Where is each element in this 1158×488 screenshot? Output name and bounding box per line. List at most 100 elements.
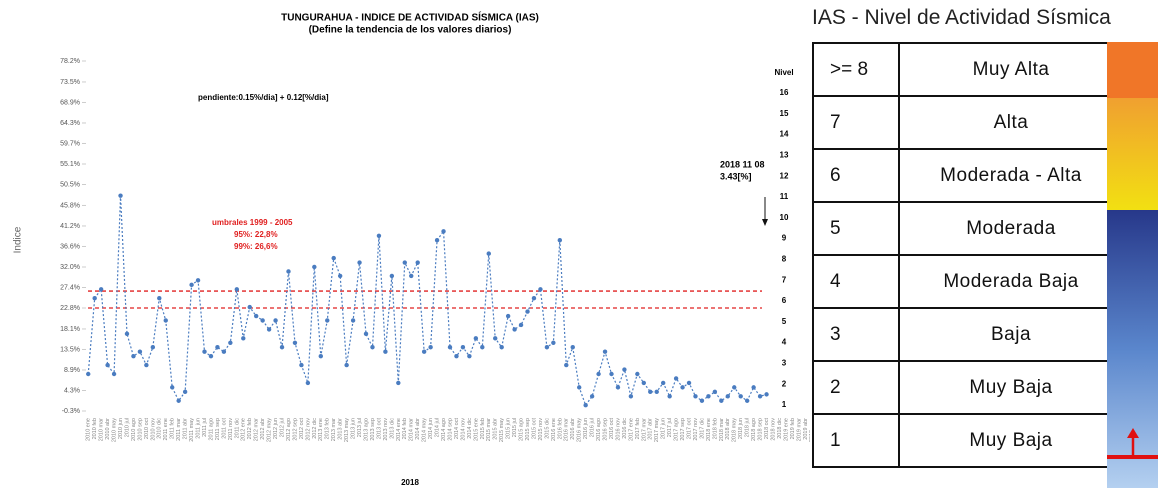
table-row: 2 Muy Baja: [812, 360, 1124, 415]
x-tick-label: 2016 jun: [583, 418, 589, 439]
data-point: [428, 345, 433, 350]
data-point: [286, 269, 291, 274]
data-point: [421, 349, 427, 354]
data-point: [208, 353, 214, 359]
x-tick-label: 2016 ago: [596, 418, 602, 441]
x-tick-label: 2017 oct: [686, 418, 692, 440]
data-point: [757, 394, 763, 399]
data-point: [331, 255, 336, 261]
y2-tick-label: 12: [780, 171, 789, 180]
x-tick-label: 2011 oct: [221, 418, 227, 439]
table-row: >= 8 Muy Alta: [812, 42, 1124, 97]
x-tick-label: 2010 mar: [99, 418, 105, 441]
data-point: [518, 322, 524, 328]
data-point: [344, 362, 349, 368]
x-tick-label: 2012 oct: [299, 418, 305, 440]
x-tick-label: 2014 jul: [435, 418, 441, 437]
y-tick-label: 59.7%: [60, 140, 80, 147]
data-point: [693, 394, 698, 399]
data-point: [744, 398, 750, 403]
level: 4: [812, 254, 900, 309]
x-tick-label: 2015 mar: [486, 418, 492, 441]
data-point: [279, 345, 285, 350]
data-point: [247, 304, 252, 310]
y-tick-label: 45.8%: [60, 202, 80, 209]
level: 1: [812, 413, 900, 468]
level-table: >= 8 Muy Alta 7 Alta 6 Moderada - Alta 5 Mod…: [812, 42, 1124, 468]
x-tick-label: 2017 ago: [674, 418, 680, 441]
data-point: [441, 229, 446, 234]
x-tick-label: 2016 jul: [590, 418, 596, 437]
y-tick-label: -0.3%: [62, 408, 80, 415]
y-tick-label: 32.0%: [60, 264, 80, 271]
x-tick-label: 2011 ago: [208, 418, 214, 441]
level: 6: [812, 148, 900, 203]
table-row: 1 Muy Baja: [812, 413, 1124, 468]
last-value: 3.43[%]: [720, 171, 752, 181]
data-point: [228, 340, 233, 345]
x-tick-label: 2018 ago: [751, 418, 757, 441]
x-tick-label: 2013 nov: [383, 418, 389, 441]
threshold-99: 99%: 26,6%: [234, 242, 278, 251]
x-tick-label: 2013 jul: [357, 418, 363, 437]
x-tick-label: 2019 ene: [783, 418, 789, 441]
x-tick-label: 2018 dic: [777, 418, 783, 439]
x-tick-label: 2017 ene: [628, 418, 634, 441]
data-point: [363, 331, 369, 337]
data-point: [583, 403, 588, 408]
x-tick-label: 2012 jul: [279, 418, 285, 437]
table-row: 6 Moderada - Alta: [812, 148, 1124, 203]
data-point: [202, 349, 207, 354]
data-point: [144, 362, 149, 368]
y-tick-label: 73.5%: [60, 79, 80, 86]
data-point: [292, 340, 298, 345]
data-point: [434, 238, 440, 243]
data-point: [719, 398, 724, 403]
level-name: Moderada Baja: [898, 254, 1124, 309]
data-point: [686, 380, 692, 386]
x-tick-label: 2013 abr: [338, 418, 344, 440]
data-point: [557, 238, 563, 243]
data-point: [221, 349, 227, 354]
data-point: [551, 340, 556, 345]
y-tick-label: 27.4%: [60, 284, 80, 291]
y2-tick-label: 10: [780, 213, 789, 222]
x-tick-label: 2018 feb: [712, 418, 718, 439]
x-tick-label: 2012 feb: [247, 418, 253, 439]
table-row: 4 Moderada Baja: [812, 254, 1124, 309]
x-tick-label: 2016 sep: [602, 418, 608, 441]
series-line: [87, 195, 767, 407]
y-axis-label: Indice: [13, 226, 24, 253]
data-point: [531, 295, 537, 301]
data-point: [460, 345, 466, 350]
data-point: [105, 362, 110, 368]
data-point: [486, 251, 491, 256]
x-tick-label: 2010 abr: [105, 418, 111, 440]
data-point: [615, 385, 621, 390]
data-point: [577, 385, 582, 390]
chart: TUNGURAHUA - INDICE DE ACTIVIDAD SÍSMICA…: [13, 11, 810, 487]
data-point: [596, 371, 601, 377]
data-point: [170, 385, 175, 390]
data-point: [266, 327, 272, 332]
x-tick-label: 2013 sep: [370, 418, 376, 441]
x-tick-label: 2010 jul: [124, 418, 130, 437]
data-point: [260, 318, 265, 323]
x-tick-label: 2017 feb: [635, 418, 641, 439]
y2-tick-label: 13: [780, 151, 789, 160]
data-point: [622, 367, 627, 372]
data-point: [182, 389, 188, 395]
x-tick-label: 2014 may: [422, 418, 428, 442]
arrow-head: [1127, 428, 1139, 438]
data-point: [131, 353, 136, 359]
y2-tick-label: 16: [780, 88, 789, 97]
x-tick-label: 2017 dic: [699, 418, 705, 439]
x-tick-label: 2010 ene: [86, 418, 92, 441]
x-tick-label: 2012 abr: [260, 418, 266, 440]
data-point: [680, 385, 685, 390]
data-point: [189, 282, 194, 288]
data-point: [357, 260, 362, 265]
data-point: [699, 398, 705, 403]
y2-tick-label: 11: [780, 192, 789, 201]
data-point: [215, 345, 220, 350]
